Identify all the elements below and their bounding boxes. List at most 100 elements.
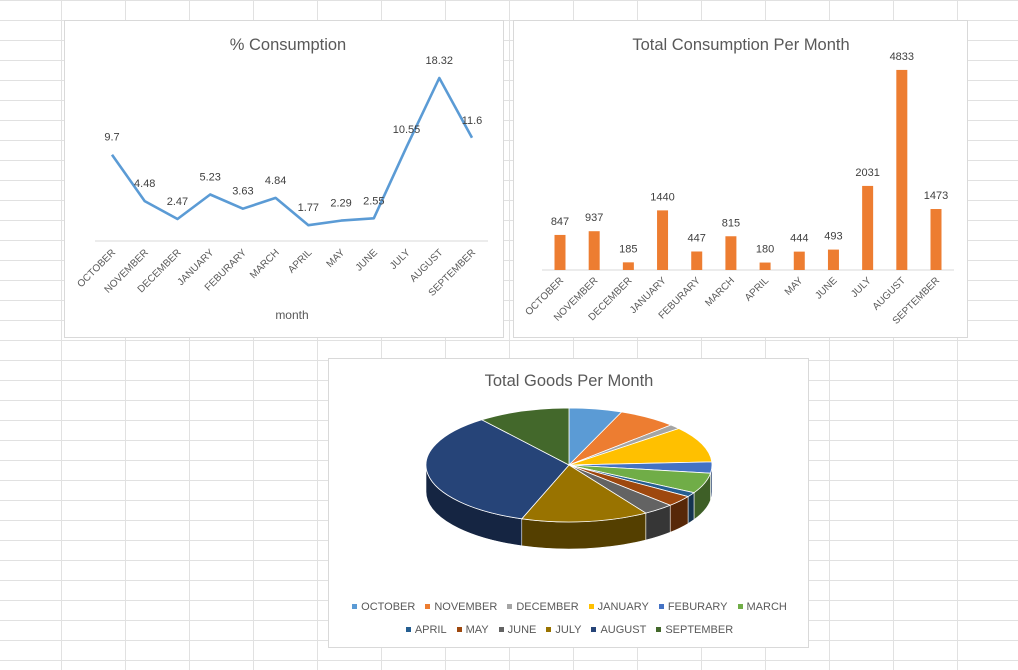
line-data-label: 10.55 bbox=[393, 124, 421, 136]
bar-x-tick-march: MARCH bbox=[703, 275, 737, 309]
pie-chart-legend: OCTOBER NOVEMBER DECEMBER JANUARY FEBURARY MA… bbox=[329, 595, 810, 641]
legend-row: OCTOBER NOVEMBER DECEMBER JANUARY FEBURARY MA… bbox=[329, 595, 810, 618]
pie-slice-september bbox=[480, 407, 570, 466]
bar-data-label: 4833 bbox=[890, 51, 914, 63]
line-chart-consumption-percent[interactable]: % Consumption month 9.7 4.48 2.47 5.23 3.63 4… bbox=[64, 20, 504, 338]
bar-data-label: 2031 bbox=[855, 167, 879, 179]
legend-item-march: MARCH bbox=[737, 600, 787, 613]
legend-item-august: AUGUST bbox=[591, 624, 646, 636]
legend-item-may: MAY bbox=[456, 623, 489, 636]
bar-x-tick-june: JUNE bbox=[813, 275, 839, 301]
legend-swatch bbox=[591, 627, 597, 632]
line-data-label: 2.29 bbox=[330, 198, 351, 210]
legend-swatch bbox=[658, 604, 664, 609]
bar-data-label: 185 bbox=[619, 243, 637, 255]
pie-slice-july bbox=[520, 464, 647, 523]
legend-label: DECEMBER bbox=[516, 600, 579, 613]
legend-swatch bbox=[588, 604, 594, 609]
bar-data-label: 493 bbox=[824, 231, 842, 243]
bar-data-label: 444 bbox=[790, 233, 808, 245]
bar-chart-title: Total Consumption Per Month bbox=[632, 36, 849, 54]
line-data-label: 3.63 bbox=[232, 186, 253, 198]
legend-label: MAY bbox=[465, 623, 489, 636]
bar-july bbox=[862, 185, 874, 270]
line-data-label: 9.7 bbox=[104, 132, 119, 144]
legend-swatch bbox=[656, 627, 662, 632]
pie-chart-total-goods[interactable]: Total Goods Per Month OCTOBER NOVEMBER DEC… bbox=[328, 358, 809, 648]
line-data-label: 18.32 bbox=[426, 55, 454, 67]
line-data-label: 11.6 bbox=[462, 115, 483, 127]
bar-data-label: 1473 bbox=[924, 190, 948, 202]
bar-feburary bbox=[691, 251, 703, 270]
bar-october bbox=[554, 234, 566, 270]
bar-may bbox=[793, 251, 805, 270]
legend-label: JUNE bbox=[507, 623, 537, 636]
legend-swatch bbox=[352, 604, 358, 609]
pie-side-april bbox=[687, 492, 695, 525]
bar-december bbox=[622, 262, 634, 270]
line-x-tick-april: APRIL bbox=[286, 247, 315, 276]
legend-item-june: JUNE bbox=[498, 623, 537, 636]
legend-swatch bbox=[507, 604, 513, 609]
legend-swatch bbox=[737, 604, 743, 609]
line-data-label: 4.48 bbox=[134, 178, 155, 190]
legend-swatch bbox=[498, 627, 504, 632]
bar-april bbox=[759, 262, 771, 270]
line-x-tick-may: MAY bbox=[325, 247, 348, 270]
legend-label: FEBURARY bbox=[667, 600, 728, 613]
bar-x-tick-july: JULY bbox=[849, 275, 874, 300]
legend-item-november: NOVEMBER bbox=[425, 601, 497, 613]
legend-item-july: JULY bbox=[546, 624, 581, 636]
bar-march bbox=[725, 236, 737, 270]
bar-data-label: 937 bbox=[585, 212, 603, 224]
line-chart-x-axis-title: month bbox=[275, 308, 308, 322]
bar-chart-svg: Total Consumption Per Month 847 937 185 144… bbox=[523, 36, 954, 327]
bar-november bbox=[588, 231, 600, 270]
legend-swatch bbox=[546, 627, 552, 632]
bar-data-label: 1440 bbox=[650, 191, 674, 203]
bar-chart-total-consumption[interactable]: Total Consumption Per Month 847 937 185 144… bbox=[513, 20, 968, 338]
line-x-tick-june: JUNE bbox=[354, 247, 380, 273]
bar-september bbox=[930, 209, 942, 270]
legend-label: NOVEMBER bbox=[434, 600, 498, 613]
pie-chart-title: Total Goods Per Month bbox=[485, 372, 654, 390]
legend-label: APRIL bbox=[414, 623, 447, 636]
legend-item-april: APRIL bbox=[405, 623, 447, 636]
pie-chart-svg: Total Goods Per Month bbox=[425, 372, 713, 550]
legend-label: JANUARY bbox=[597, 600, 649, 613]
bar-x-tick-april: APRIL bbox=[743, 275, 772, 304]
line-data-label: 4.84 bbox=[265, 175, 286, 187]
legend-label: SEPTEMBER bbox=[665, 623, 734, 636]
line-x-tick-march: MARCH bbox=[248, 247, 282, 281]
pie-slice-january bbox=[568, 428, 713, 466]
line-data-label: 2.47 bbox=[167, 196, 188, 208]
line-data-label: 1.77 bbox=[298, 202, 319, 214]
pie-slice-august bbox=[425, 419, 570, 520]
bar-data-label: 447 bbox=[688, 232, 706, 244]
legend-label: JULY bbox=[555, 623, 582, 636]
bar-data-label: 180 bbox=[756, 244, 774, 256]
bar-august bbox=[896, 69, 908, 270]
legend-swatch bbox=[425, 604, 431, 609]
bar-x-tick-may: MAY bbox=[783, 275, 806, 298]
legend-label: OCTOBER bbox=[361, 600, 416, 613]
legend-label: AUGUST bbox=[600, 623, 647, 636]
line-x-tick-july: JULY bbox=[388, 247, 413, 272]
legend-item-feburary: FEBURARY bbox=[658, 600, 728, 613]
bar-june bbox=[827, 249, 839, 270]
legend-item-october: OCTOBER bbox=[352, 601, 415, 613]
legend-row: APRIL MAY JUNE JULY AUGUST SEPTEMBER bbox=[329, 618, 810, 641]
bar-data-label: 847 bbox=[551, 216, 569, 228]
bar-data-label: 815 bbox=[722, 217, 740, 229]
legend-item-january: JANUARY bbox=[588, 600, 649, 613]
legend-item-september: SEPTEMBER bbox=[656, 624, 733, 636]
line-data-label: 2.55 bbox=[363, 195, 384, 207]
legend-swatch bbox=[405, 627, 411, 632]
line-chart-title: % Consumption bbox=[230, 36, 346, 54]
line-data-label: 5.23 bbox=[199, 171, 220, 183]
line-series-consumption bbox=[110, 76, 474, 227]
legend-swatch bbox=[456, 627, 462, 632]
bar-january bbox=[657, 210, 669, 270]
legend-item-december: DECEMBER bbox=[507, 600, 579, 613]
legend-label: MARCH bbox=[746, 600, 787, 613]
